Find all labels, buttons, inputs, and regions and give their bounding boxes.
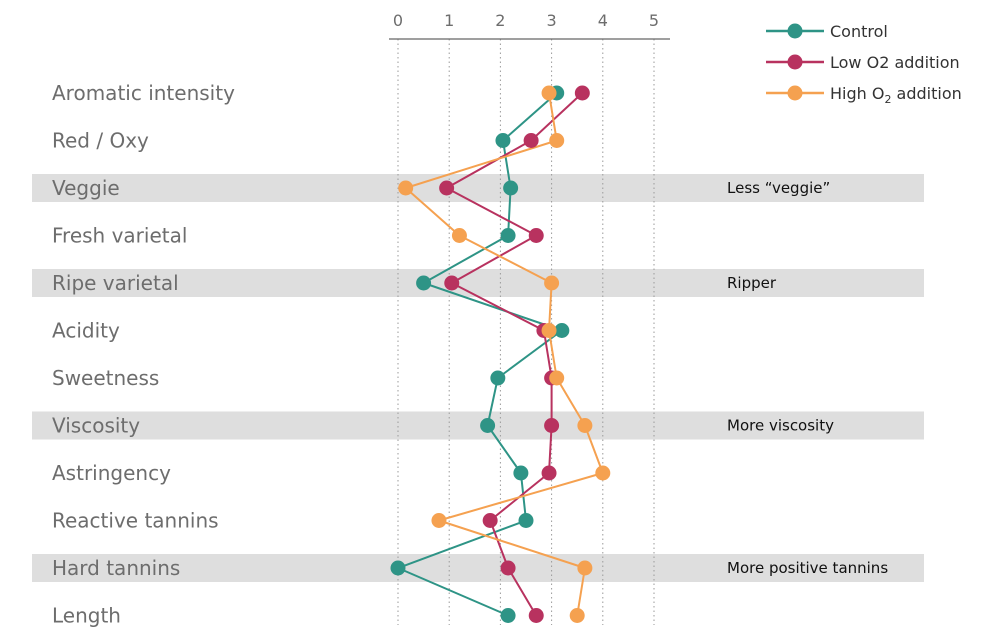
highlight-bands: [32, 174, 924, 582]
category-label-red-oxy: Red / Oxy: [52, 129, 149, 153]
point-high-o2-addition-aromatic-intensity: [541, 85, 557, 101]
point-control-length: [500, 608, 516, 623]
category-label-sweetness: Sweetness: [52, 366, 159, 390]
point-high-o2-addition-sweetness: [549, 370, 565, 386]
series-line-high-o2-addition: [404, 92, 604, 616]
annotation-viscosity: More viscosity: [727, 417, 834, 435]
point-low-o2-addition-red-oxy: [523, 133, 539, 148]
highlight-band-ripe-varietal: [32, 269, 924, 297]
category-label-ripe-varietal: Ripe varietal: [52, 271, 179, 295]
x-tick-label-0: 0: [393, 11, 403, 30]
row-annotations: Less “veggie” Ripper More viscosity More po…: [727, 179, 888, 577]
point-high-o2-addition-red-oxy: [549, 133, 565, 148]
point-control-ripe-varietal: [416, 275, 432, 291]
category-label-aromatic-intensity: Aromatic intensity: [52, 81, 235, 105]
x-tick-label-1: 1: [444, 11, 454, 30]
point-control-sweetness: [490, 370, 506, 386]
point-low-o2-addition-ripe-varietal: [444, 275, 460, 291]
x-tick-labels: 0 1 2 3 4 5: [393, 11, 659, 30]
grid-lines: [397, 39, 655, 625]
point-low-o2-addition-aromatic-intensity: [574, 85, 590, 101]
point-control-astringency: [513, 465, 529, 481]
legend-label-control: Control: [830, 22, 888, 41]
point-low-o2-addition-fresh-varietal: [528, 228, 544, 243]
legend: Control Low O2 addition High O2 addition: [766, 22, 962, 106]
point-control-fresh-varietal: [500, 228, 516, 243]
legend-label-low-o2-addition: Low O2 addition: [830, 53, 960, 72]
category-label-veggie: Veggie: [52, 176, 120, 200]
point-high-o2-addition-viscosity: [577, 418, 593, 433]
series-lines: [397, 92, 604, 617]
category-label-fresh-varietal: Fresh varietal: [52, 224, 187, 248]
point-control-red-oxy: [495, 133, 511, 148]
point-high-o2-addition-fresh-varietal: [451, 228, 467, 243]
series-line-control: [397, 92, 563, 617]
category-label-viscosity: Viscosity: [52, 414, 140, 438]
point-high-o2-addition-length: [569, 608, 585, 623]
point-high-o2-addition-astringency: [595, 465, 611, 481]
annotation-hard-tannins: More positive tannins: [727, 559, 888, 577]
category-label-astringency: Astringency: [52, 461, 171, 485]
point-control-veggie: [503, 180, 519, 196]
legend-marker-control: [787, 23, 803, 39]
legend-marker-high-o2-addition: [787, 85, 803, 101]
point-low-o2-addition-length: [528, 608, 544, 623]
point-high-o2-addition-reactive-tannins: [431, 513, 447, 528]
annotation-veggie: Less “veggie”: [727, 179, 830, 197]
highlight-band-hard-tannins: [32, 554, 924, 582]
point-high-o2-addition-veggie: [398, 180, 414, 196]
highlight-band-veggie: [32, 174, 924, 202]
category-label-acidity: Acidity: [52, 319, 120, 343]
point-control-acidity: [554, 323, 570, 338]
category-label-hard-tannins: Hard tannins: [52, 556, 180, 580]
point-low-o2-addition-hard-tannins: [500, 560, 516, 576]
category-label-length: Length: [52, 604, 121, 628]
highlight-band-viscosity: [32, 411, 924, 440]
point-high-o2-addition-hard-tannins: [577, 560, 593, 576]
point-low-o2-addition-viscosity: [544, 418, 560, 433]
x-tick-label-3: 3: [547, 11, 557, 30]
point-control-viscosity: [480, 418, 496, 433]
legend-label-high-o2-addition: High O2 addition: [830, 84, 962, 106]
x-tick-label-2: 2: [495, 11, 505, 30]
series-points: [390, 85, 611, 623]
point-low-o2-addition-reactive-tannins: [482, 513, 498, 528]
annotation-ripe-varietal: Ripper: [727, 274, 777, 292]
point-control-hard-tannins: [390, 560, 406, 576]
x-tick-label-5: 5: [649, 11, 659, 30]
series-line-low-o2-addition: [445, 92, 583, 617]
legend-marker-low-o2-addition: [787, 54, 803, 70]
point-high-o2-addition-acidity: [541, 323, 557, 338]
category-labels: Aromatic intensity Red / Oxy Veggie Fresh v…: [52, 81, 235, 628]
point-high-o2-addition-ripe-varietal: [544, 275, 560, 291]
point-low-o2-addition-astringency: [541, 465, 557, 481]
point-control-reactive-tannins: [518, 513, 534, 528]
x-tick-label-4: 4: [598, 11, 608, 30]
point-low-o2-addition-veggie: [439, 180, 455, 196]
category-label-reactive-tannins: Reactive tannins: [52, 509, 219, 533]
